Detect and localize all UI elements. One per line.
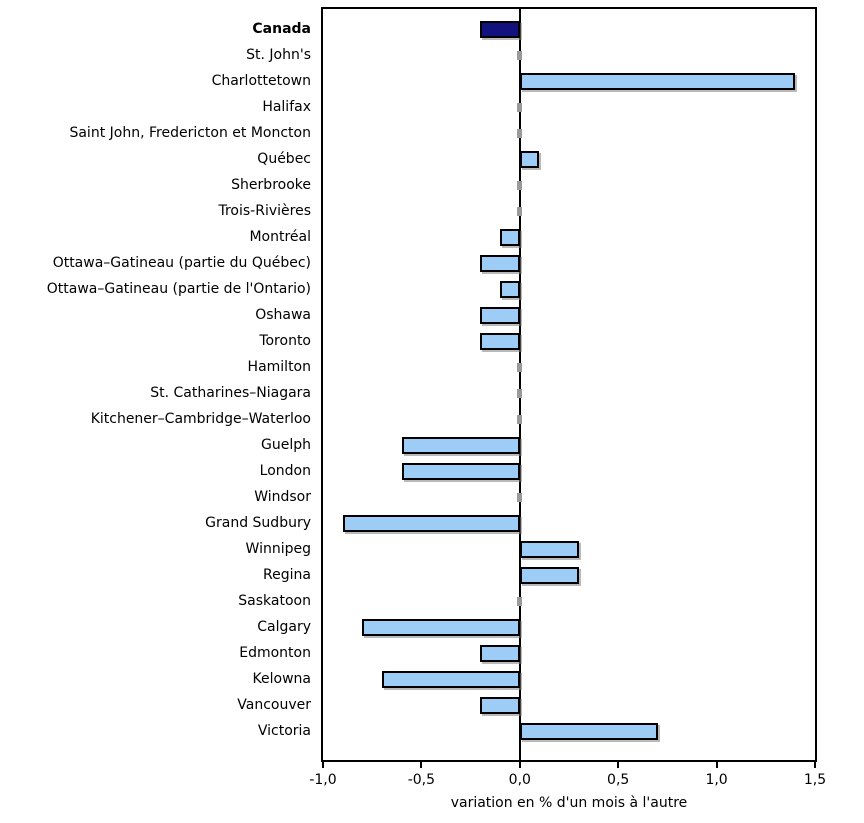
category-label: Grand Sudbury (205, 515, 311, 531)
category-label: Canada (252, 21, 311, 37)
category-label: Winnipeg (245, 541, 311, 557)
x-tick-label: 1,5 (803, 772, 827, 788)
bar (519, 567, 579, 584)
x-tick-mark (814, 762, 816, 768)
bar (480, 307, 520, 324)
bar (480, 333, 520, 350)
x-tick-label: -0,5 (407, 772, 436, 788)
bar (401, 437, 520, 454)
category-label: Regina (263, 567, 311, 583)
bar (519, 723, 658, 740)
category-label: Calgary (257, 619, 311, 635)
x-tick-mark (715, 762, 718, 768)
zero-value-mark (517, 129, 523, 138)
category-label: Guelph (261, 437, 311, 453)
category-label: Charlottetown (211, 73, 311, 89)
category-label: Saskatoon (238, 593, 311, 609)
plot-area (321, 7, 817, 762)
zero-value-mark (517, 389, 523, 398)
zero-value-mark (517, 181, 523, 190)
bar (480, 255, 520, 272)
category-label: Windsor (254, 489, 311, 505)
category-label: Sherbrooke (231, 177, 311, 193)
bar (500, 229, 520, 246)
zero-value-mark (517, 597, 523, 606)
bar (480, 697, 520, 714)
zero-axis-line (518, 9, 521, 760)
bar (480, 645, 520, 662)
bar (480, 21, 520, 38)
bar (519, 151, 540, 168)
category-label: Halifax (262, 99, 311, 115)
category-label: Hamilton (247, 359, 311, 375)
category-label: Victoria (257, 723, 311, 739)
zero-value-mark (517, 103, 523, 112)
x-tick-mark (420, 762, 423, 768)
category-label: Ottawa–Gatineau (partie du Québec) (52, 255, 311, 271)
category-label: Vancouver (237, 697, 311, 713)
category-label: Québec (257, 151, 311, 167)
bar (382, 671, 520, 688)
bar (362, 619, 520, 636)
zero-value-mark (517, 207, 523, 216)
category-label: London (259, 463, 311, 479)
bar (519, 73, 796, 90)
x-tick-label: 0,5 (607, 772, 630, 788)
bar (342, 515, 520, 532)
bar (500, 281, 520, 298)
bar (401, 463, 520, 480)
category-label: Oshawa (255, 307, 311, 323)
category-label: Trois-Rivières (218, 203, 311, 219)
category-label: Kelowna (252, 671, 311, 687)
category-label: Edmonton (239, 645, 311, 661)
category-label: Ottawa–Gatineau (partie de l'Ontario) (46, 281, 311, 297)
zero-value-mark (517, 415, 523, 424)
bar (519, 541, 579, 558)
category-label: St. Catharines–Niagara (150, 385, 311, 401)
x-tick-mark (617, 762, 620, 768)
zero-value-mark (517, 493, 523, 502)
x-tick-label: 1,0 (705, 772, 728, 788)
category-label: Kitchener–Cambridge–Waterloo (90, 411, 311, 427)
category-label: Saint John, Fredericton et Moncton (69, 125, 311, 141)
x-tick-label: 0,0 (508, 772, 531, 788)
x-tick-mark (322, 762, 324, 768)
zero-value-mark (517, 51, 523, 60)
x-tick-mark (518, 762, 521, 768)
x-axis-title: variation en % d'un mois à l'autre (450, 795, 688, 811)
category-label: Montréal (249, 229, 311, 245)
category-label: Toronto (259, 333, 311, 349)
category-label: St. John's (246, 47, 311, 63)
zero-value-mark (517, 363, 523, 372)
x-tick-label: -1,0 (309, 772, 337, 788)
